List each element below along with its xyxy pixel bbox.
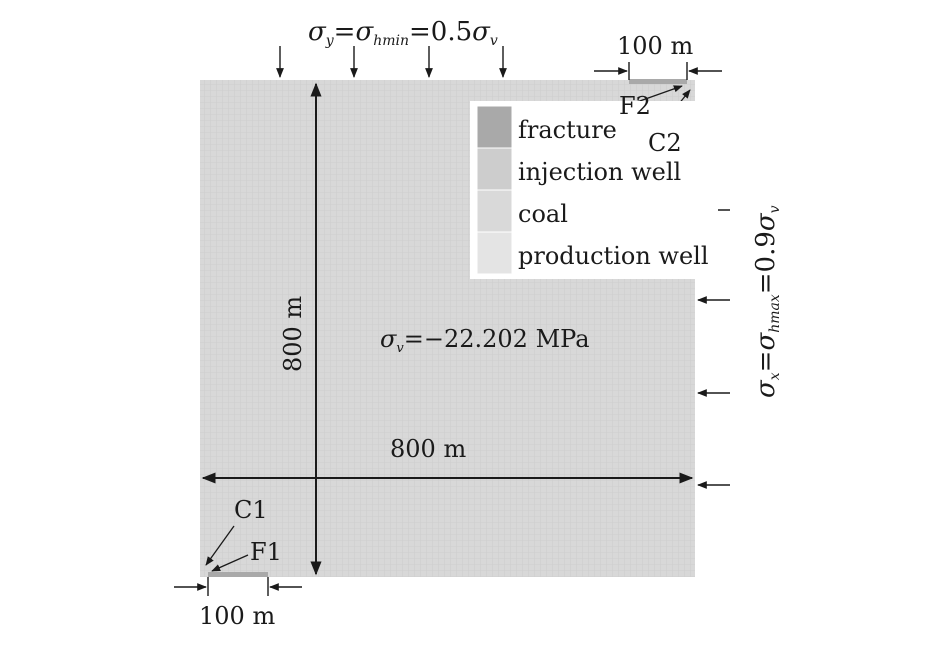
- c1-pointer: [205, 525, 235, 566]
- top-stress-label: σy=σhmin=0.5σv: [308, 17, 498, 49]
- legend-swatch-injection-well: [476, 147, 513, 191]
- legend-label-production-well: production well: [518, 242, 709, 270]
- f2-pointer: [636, 85, 683, 103]
- legend-label-injection-well: injection well: [518, 158, 681, 186]
- sigma-symbol: σ: [380, 325, 397, 353]
- legend-swatch-coal: [476, 189, 513, 233]
- f1-pointer: [211, 554, 249, 572]
- height-label: 800 m: [279, 296, 307, 372]
- sigma-symbol: σ: [751, 332, 781, 351]
- subscript-v: v: [490, 33, 498, 49]
- marker-f2-label: F2: [619, 92, 651, 120]
- subscript-hmin: hmin: [373, 33, 409, 49]
- sigma-symbol: σ: [751, 212, 781, 231]
- fracture-top-dimension: [594, 62, 722, 80]
- marker-pointers: [205, 85, 691, 572]
- fracture-f1: [208, 572, 268, 577]
- legend: fracture injection well coal production …: [470, 101, 718, 279]
- marker-f1-label: F1: [250, 538, 282, 566]
- sigma-symbol: σ: [751, 379, 781, 398]
- subscript-hmax: hmax: [767, 294, 783, 333]
- legend-swatch-production-well: [476, 231, 513, 275]
- stress-factor: =0.5: [409, 17, 472, 47]
- sigma-symbol: σ: [308, 17, 327, 47]
- subscript-v: v: [767, 205, 783, 213]
- top-stress-arrows: [276, 46, 507, 78]
- subscript-x: x: [767, 372, 783, 380]
- legend-swatch-fracture: [476, 105, 513, 149]
- fracture-bottom-length-label: 100 m: [199, 602, 275, 630]
- equals-sign: =: [334, 17, 356, 47]
- sigma-symbol: σ: [355, 17, 374, 47]
- width-label: 800 m: [390, 435, 466, 463]
- right-stress-label: σx=σhmax=0.9σv: [751, 205, 783, 398]
- sigma-symbol: σ: [472, 17, 491, 47]
- vertical-stress-label: σv=−22.202 MPa: [380, 325, 590, 356]
- legend-label-fracture: fracture: [518, 116, 617, 144]
- subscript-v: v: [396, 341, 404, 356]
- legend-label-coal: coal: [518, 200, 568, 228]
- subscript-y: y: [325, 33, 335, 49]
- marker-c1-label: C1: [234, 496, 268, 524]
- vertical-stress-value: =−22.202 MPa: [404, 325, 590, 353]
- fracture-bottom-dimension: [174, 577, 302, 596]
- marker-c2-label: C2: [648, 129, 682, 157]
- stress-factor: =0.9: [751, 231, 781, 294]
- fracture-f2: [629, 79, 687, 84]
- equals-sign: =: [751, 351, 781, 373]
- fracture-top-length-label: 100 m: [617, 32, 693, 60]
